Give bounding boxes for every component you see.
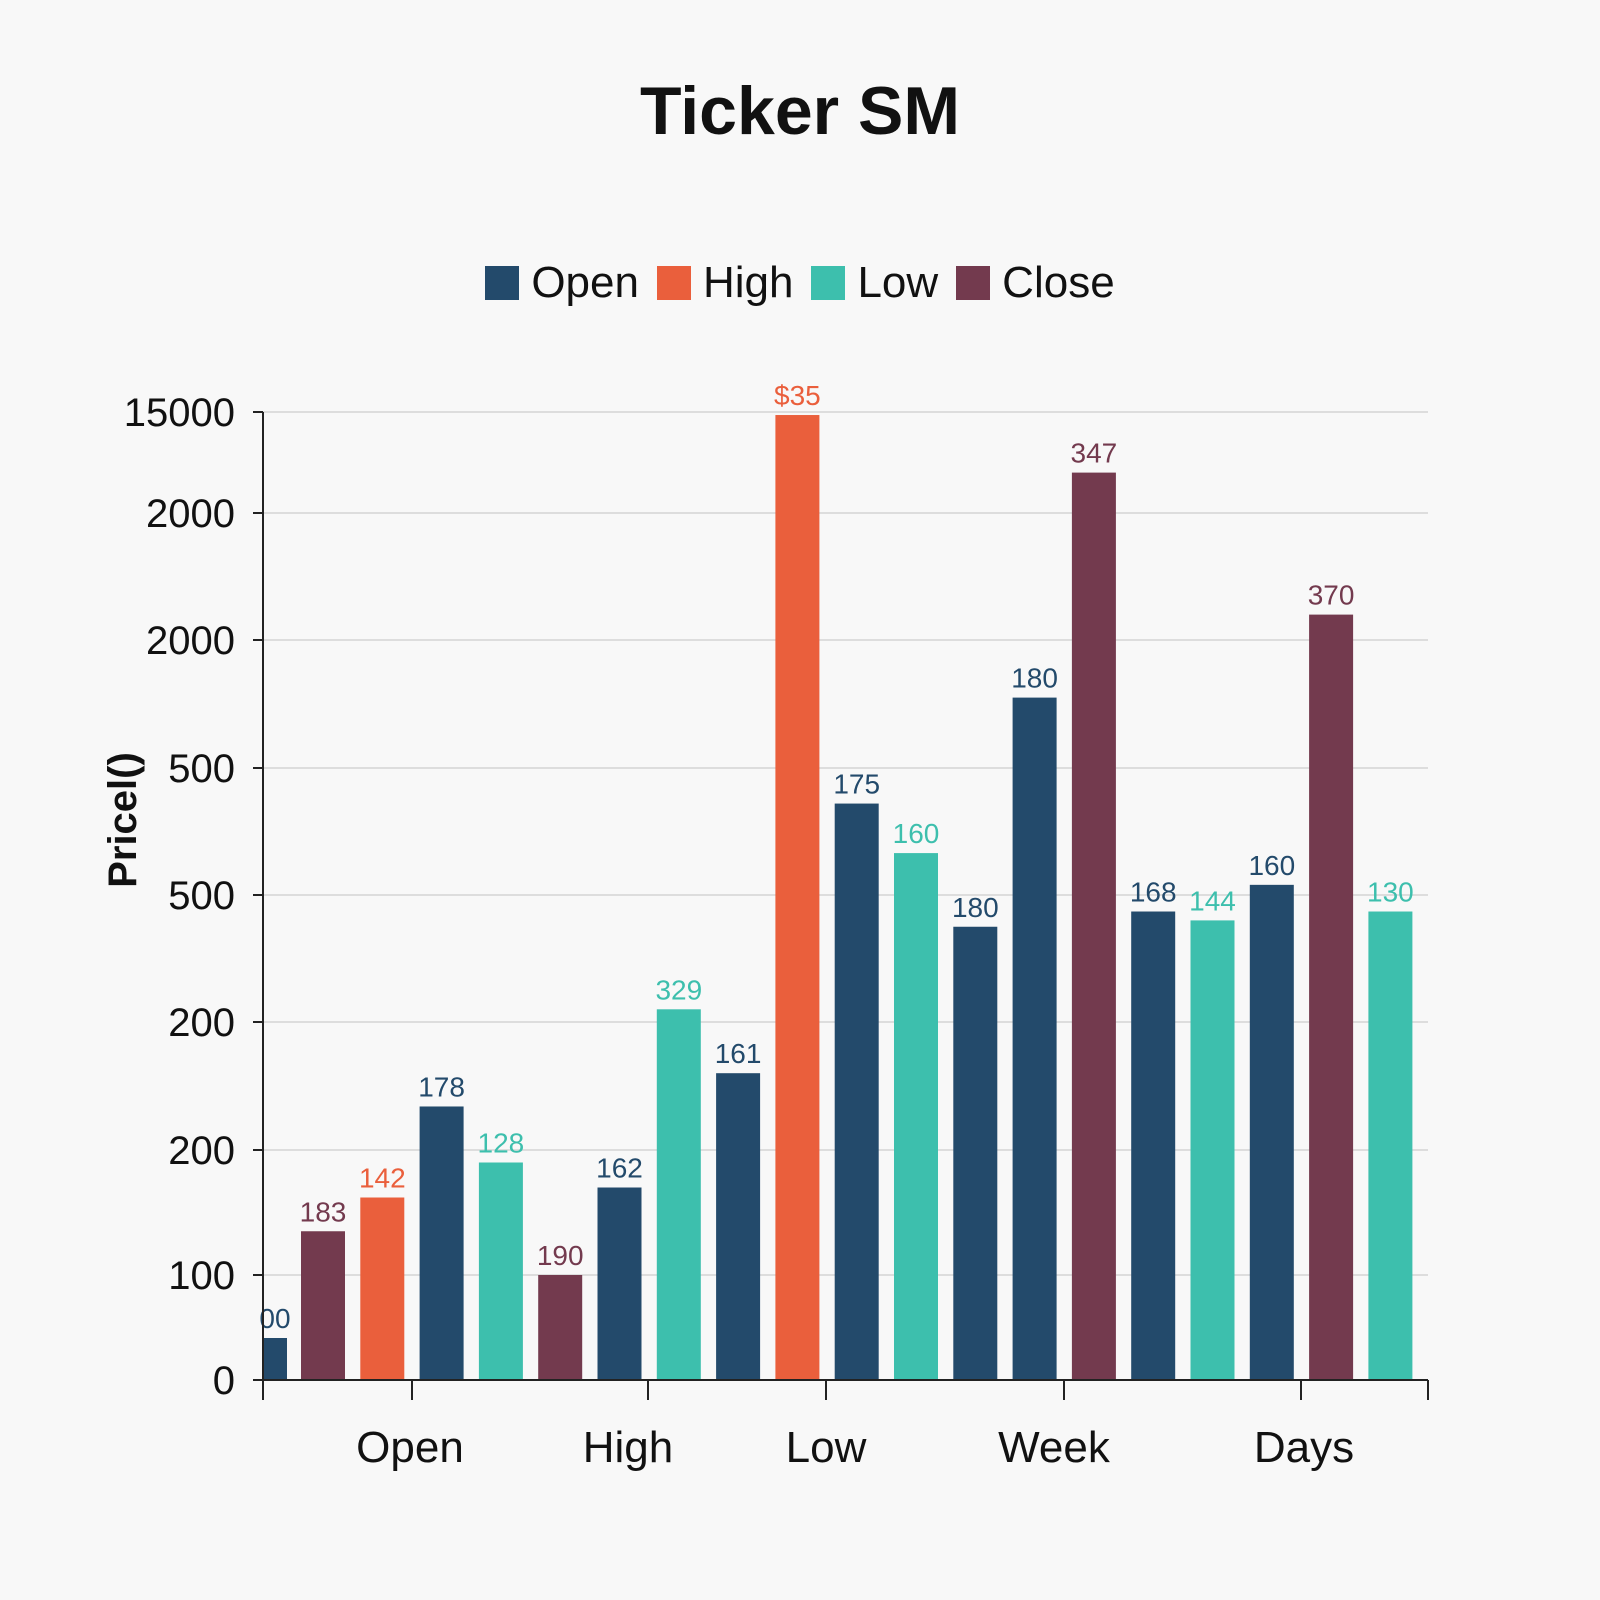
bar-value-label: 168 [1130, 877, 1177, 908]
bar-open [263, 1338, 287, 1380]
bar-low [478, 1162, 523, 1380]
bars [263, 415, 1413, 1381]
bar-close [1309, 614, 1354, 1380]
bar-close [301, 1231, 345, 1380]
bar-low [894, 853, 938, 1380]
bar-low [656, 1009, 701, 1380]
bar-low [1190, 920, 1235, 1380]
legend-swatch-high [656, 266, 691, 300]
y-tick-label: 2000 [146, 619, 235, 663]
legend-item-low: Low [811, 258, 938, 308]
y-tick-label: 200 [168, 1001, 235, 1045]
x-tick-label: High [583, 1423, 674, 1472]
bar-value-label: 178 [418, 1071, 465, 1102]
legend-label-close: Close [1002, 258, 1115, 307]
bar-value-label: 00 [259, 1303, 290, 1334]
axes: 0 100 200 200 500 500 2000 2000 15000 Open High Low… [124, 391, 1429, 1472]
y-tick-label: 0 [213, 1359, 235, 1403]
legend-swatch-close [956, 266, 991, 300]
x-tick-label: Days [1254, 1423, 1354, 1472]
legend-label-open: Open [531, 258, 639, 307]
legend-swatch-open [485, 266, 520, 300]
x-tick-label: Open [356, 1423, 464, 1472]
bar-open [1249, 884, 1294, 1380]
bar-open [834, 803, 879, 1380]
bar-value-label: $35 [774, 380, 821, 411]
legend: Open High Low Close [0, 258, 1600, 308]
bar-value-labels: 00 183 142 178 128 190 162 329 161 $35 175 160 180 18… [259, 380, 1413, 1334]
x-tick-label: Low [786, 1423, 867, 1472]
legend-item-close: Close [956, 258, 1115, 308]
bar-value-label: 370 [1308, 580, 1355, 611]
bar-value-label: 160 [893, 818, 940, 849]
legend-label-high: High [702, 258, 794, 307]
bar-close [1071, 472, 1116, 1381]
bar-open [1131, 911, 1176, 1380]
bar-open [597, 1187, 642, 1380]
legend-label-low: Low [857, 258, 939, 307]
y-tick-label: 200 [168, 1129, 235, 1173]
x-tick-label: Week [998, 1423, 1111, 1472]
bar-value-label: 162 [596, 1153, 643, 1184]
bar-value-label: 183 [300, 1196, 347, 1227]
bar-low [1368, 911, 1413, 1380]
bar-value-label: 130 [1367, 877, 1414, 908]
bar-open [1012, 697, 1057, 1380]
chart-title: Ticker SM [639, 73, 960, 149]
bar-value-label: 160 [1248, 850, 1295, 881]
bar-close [538, 1275, 583, 1380]
y-tick-label: 100 [168, 1254, 235, 1298]
bar-high [360, 1197, 405, 1380]
bar-value-label: 142 [359, 1163, 406, 1194]
y-tick-label: 2000 [146, 492, 235, 536]
bar-value-label: 180 [952, 892, 999, 923]
legend-item-open: Open [485, 258, 639, 308]
bar-value-label: 144 [1189, 885, 1236, 916]
bar-value-label: 128 [478, 1128, 525, 1159]
bar-high [775, 415, 820, 1380]
bar-open [716, 1073, 761, 1380]
y-tick-label: 500 [168, 747, 235, 791]
y-tick-label: 500 [168, 874, 235, 918]
bar-value-label: 175 [833, 769, 880, 800]
bar-open [419, 1106, 464, 1380]
legend-swatch-low [811, 266, 846, 300]
bar-value-label: 180 [1011, 663, 1058, 694]
bar-value-label: 190 [537, 1240, 584, 1271]
bar-open [953, 926, 998, 1380]
legend-item-high: High [656, 258, 794, 308]
y-tick-label: 15000 [124, 391, 235, 435]
y-axis-label: Pricel() [101, 752, 145, 888]
bar-value-label: 329 [655, 974, 702, 1005]
bar-value-label: 347 [1071, 438, 1118, 469]
bar-value-label: 161 [715, 1038, 762, 1069]
